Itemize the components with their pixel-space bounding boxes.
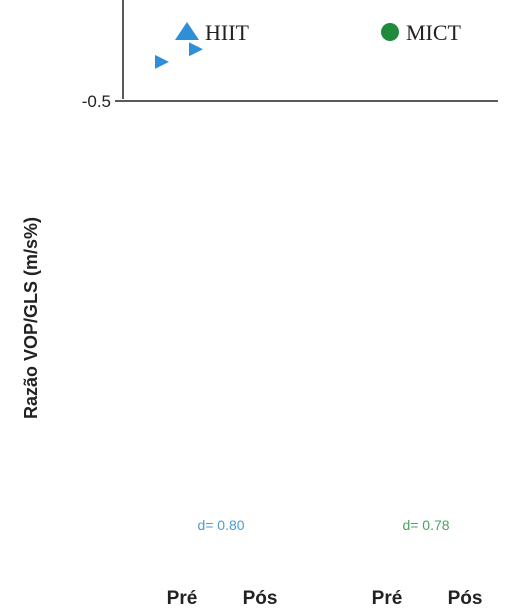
x-category-label: Pós [448,588,483,609]
y-tick-label: -0.5 [82,92,111,111]
legend-marker-hiit [175,22,199,40]
legend-marker-mict [381,23,399,41]
x-category-label: Pré [167,588,198,609]
x-category-label: Pré [372,588,403,609]
data-point [155,54,169,69]
legend-label-mict: MICT [406,20,462,45]
y-axis-label: Razão VOP/GLS (m/s%) [21,217,41,419]
legend: HIIT MICT [175,20,462,45]
effect-size-label: d= 0.78 [402,517,449,533]
data-point [189,42,203,57]
x-category-label: Pós [243,588,278,609]
legend-label-hiit: HIIT [205,20,250,45]
effect-size-label: d= 0.80 [197,517,244,533]
